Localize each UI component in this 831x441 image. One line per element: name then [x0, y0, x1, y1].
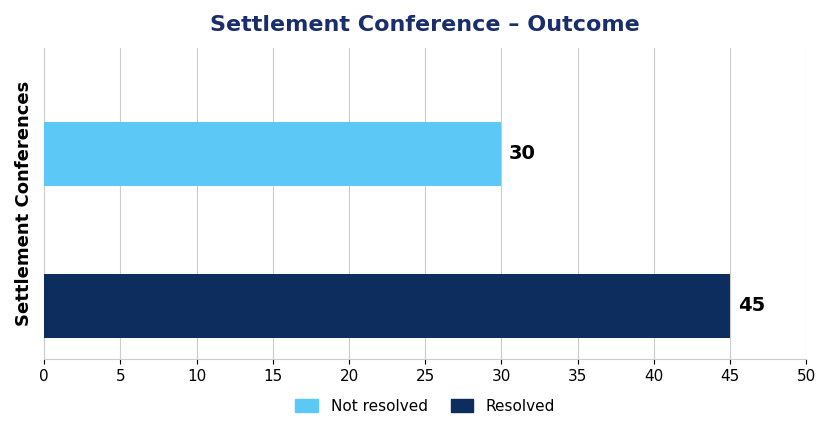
Bar: [44, 122, 501, 186]
Bar: [44, 274, 730, 338]
Text: 45: 45: [738, 296, 765, 315]
Title: Settlement Conference – Outcome: Settlement Conference – Outcome: [210, 15, 640, 35]
Y-axis label: Settlement Conferences: Settlement Conferences: [15, 81, 33, 326]
Text: 30: 30: [509, 145, 536, 164]
Legend: Not resolved, Resolved: Not resolved, Resolved: [289, 392, 561, 420]
